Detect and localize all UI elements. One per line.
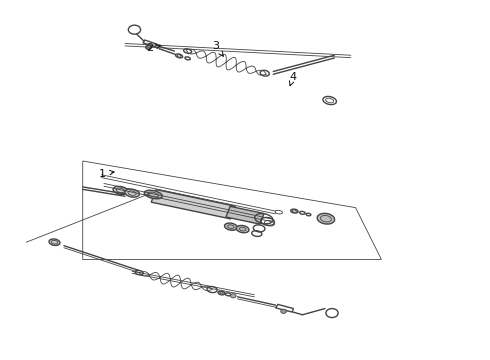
Text: 4: 4 — [290, 72, 297, 86]
Polygon shape — [143, 40, 157, 47]
Text: 2: 2 — [146, 44, 160, 53]
Text: 3: 3 — [212, 41, 223, 56]
Ellipse shape — [113, 186, 127, 194]
Ellipse shape — [49, 239, 60, 246]
Ellipse shape — [125, 189, 139, 197]
Circle shape — [146, 45, 151, 49]
Ellipse shape — [144, 190, 162, 199]
Circle shape — [281, 309, 286, 314]
FancyBboxPatch shape — [151, 190, 235, 219]
Circle shape — [230, 294, 236, 298]
Text: 1: 1 — [99, 168, 114, 179]
Ellipse shape — [317, 213, 335, 224]
Polygon shape — [275, 305, 294, 312]
Ellipse shape — [224, 223, 237, 230]
Ellipse shape — [236, 225, 249, 233]
FancyBboxPatch shape — [226, 206, 264, 224]
